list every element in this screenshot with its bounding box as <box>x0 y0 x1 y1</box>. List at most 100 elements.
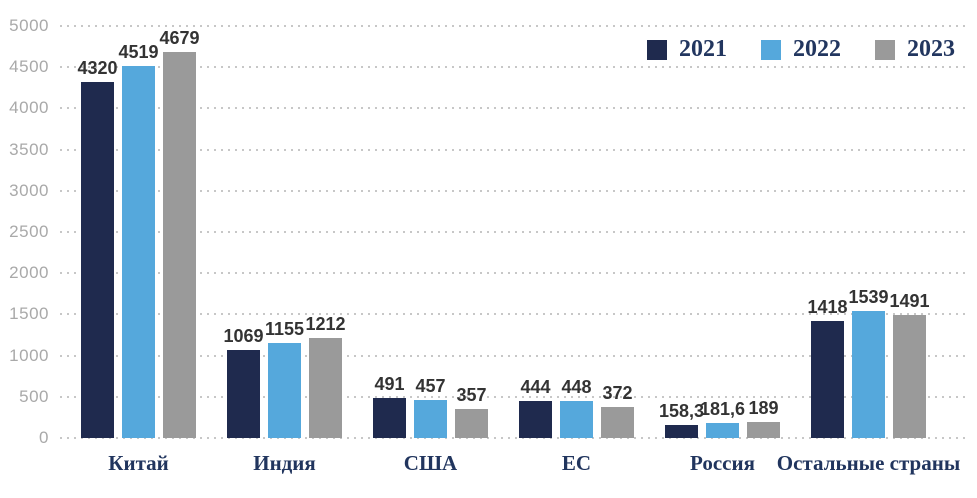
gridline <box>60 66 968 69</box>
bar <box>373 397 406 438</box>
bar-column: 4679 <box>159 26 200 438</box>
bar-column: 448 <box>560 26 593 438</box>
value-label: 158,3 <box>658 400 705 421</box>
legend-item-2023: 2023 <box>875 36 955 63</box>
bar <box>163 52 196 438</box>
value-label: 4679 <box>159 28 200 49</box>
value-label: 357 <box>456 384 487 405</box>
gridline <box>60 148 968 151</box>
legend-label-2023: 2023 <box>907 36 955 62</box>
bar <box>747 422 780 438</box>
value-label: 372 <box>602 383 633 404</box>
value-label: 457 <box>415 376 446 397</box>
y-tick-label: 3000 <box>9 180 49 200</box>
legend-swatch-2022-icon <box>761 39 781 60</box>
bar-group-3: 491 457 357 США <box>373 26 488 475</box>
bar-column: 372 <box>601 26 634 438</box>
gridline <box>60 107 968 110</box>
value-label: 1069 <box>223 325 264 346</box>
gridline <box>60 272 968 275</box>
y-tick-label: 1500 <box>9 304 49 324</box>
bar-column: 1491 <box>889 26 930 438</box>
value-label: 189 <box>748 398 779 419</box>
y-tick-label: 3500 <box>9 139 49 159</box>
legend-item-2022: 2022 <box>761 36 841 63</box>
y-tick-label: 4000 <box>9 98 49 118</box>
bar-column: 4519 <box>118 26 159 438</box>
plot-area: 0 500 1000 1500 2000 2500 3000 3500 4000 4500 5000… <box>9 16 968 475</box>
gridline <box>60 231 968 233</box>
value-label: 444 <box>520 377 551 398</box>
bar <box>309 338 342 438</box>
bar <box>811 321 844 438</box>
bar-column: 491 <box>373 26 406 438</box>
value-label: 4320 <box>77 58 118 79</box>
bar <box>519 401 552 438</box>
bar <box>414 400 447 438</box>
legend-label-2022: 2022 <box>793 36 841 62</box>
bar-column: 1212 <box>305 26 346 438</box>
bar <box>852 311 885 438</box>
bar-column: 4320 <box>77 26 118 438</box>
bar-group-1: 4320 4519 4679 Китай <box>77 26 200 475</box>
category-label: Индия <box>253 451 316 475</box>
y-tick-label: 0 <box>39 428 49 447</box>
bar <box>893 315 926 438</box>
bar-column: 1539 <box>848 26 889 438</box>
y-tick-label: 2000 <box>9 263 49 283</box>
value-label: 1491 <box>889 291 930 312</box>
bar <box>227 349 260 438</box>
category-label: США <box>403 451 458 475</box>
legend-swatch-2023-icon <box>875 39 895 60</box>
value-label: 1418 <box>807 297 848 318</box>
legend-swatch-2021-icon <box>647 39 667 60</box>
bar-column: 158,3 <box>659 26 704 438</box>
bar-group-4: 444 448 372 ЕС <box>519 26 634 475</box>
bar-column: 1418 <box>807 26 848 438</box>
value-label: 448 <box>561 377 592 398</box>
bar-group-2: 1069 1155 1212 Индия <box>223 26 346 475</box>
bar <box>268 342 301 438</box>
bar <box>455 408 488 438</box>
bar <box>81 82 114 438</box>
y-tick-label: 1000 <box>9 345 49 365</box>
category-label: Россия <box>690 451 755 475</box>
bar-column: 357 <box>455 26 488 438</box>
bar-group-6: 1418 1539 1491 Остальные страны <box>777 26 960 475</box>
category-label: Остальные страны <box>776 451 961 475</box>
bar <box>665 424 698 438</box>
bar <box>122 65 155 438</box>
gridline <box>60 189 968 192</box>
value-label: 1155 <box>264 318 305 339</box>
bar-column: 189 <box>747 26 780 438</box>
bar-column: 457 <box>414 26 447 438</box>
bar-column: 1069 <box>223 26 264 438</box>
value-label: 181,6 <box>699 399 746 420</box>
legend-label-2021: 2021 <box>679 36 727 62</box>
y-tick-label: 5000 <box>9 16 49 35</box>
gridline <box>60 437 968 439</box>
value-label: 1539 <box>848 287 889 308</box>
value-label: 4519 <box>118 41 159 62</box>
y-tick-label: 4500 <box>9 57 49 77</box>
gridline <box>60 313 968 316</box>
bar-column: 444 <box>519 26 552 438</box>
gridline <box>60 354 968 357</box>
category-label: Китай <box>108 451 169 475</box>
bar-column: 1155 <box>264 26 305 438</box>
bar <box>601 407 634 438</box>
bar-groups: 4320 4519 4679 Китай 1069 1155 1212 Индия 491 457… <box>60 26 968 475</box>
bar <box>560 401 593 438</box>
legend-item-2021: 2021 <box>647 36 727 63</box>
gridline <box>60 395 968 398</box>
value-label: 491 <box>374 373 405 394</box>
category-label: ЕС <box>561 451 592 475</box>
bar-column: 181,6 <box>700 26 745 438</box>
bar <box>706 423 739 438</box>
value-label: 1212 <box>305 314 346 335</box>
y-tick-label: 500 <box>19 386 49 406</box>
chart-legend: 2021 2022 2023 <box>645 36 957 63</box>
gridline <box>60 25 968 27</box>
bar-group-5: 158,3 181,6 189 Россия <box>659 26 780 475</box>
